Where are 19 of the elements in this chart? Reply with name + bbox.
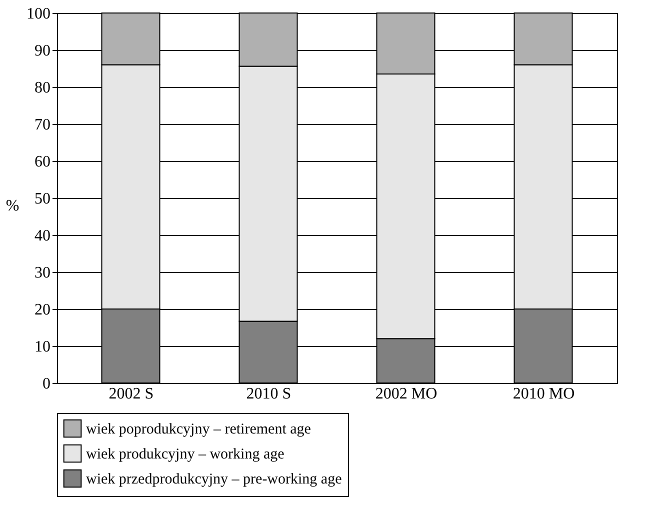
legend-label: wiek produkcyjny – working age [86, 446, 285, 462]
y-tick-label: 90 [34, 42, 50, 60]
y-tick-label: 40 [34, 228, 50, 244]
y-tick-label: 50 [34, 190, 50, 208]
y-tick-label: 20 [34, 302, 50, 318]
y-tick-label: 60 [34, 154, 50, 170]
legend-label: wiek przedprodukcyjny – pre-working age [86, 472, 342, 488]
y-axis-title: % [6, 198, 20, 214]
y-tick-label: 10 [34, 338, 50, 356]
x-tick-label: 2010 MO [512, 386, 575, 402]
x-tick-label: 2002 S [108, 386, 154, 402]
y-tick-label: 0 [42, 376, 50, 392]
legend-label: wiek poprodukcyjny – retirement age [86, 422, 312, 438]
y-tick-label: 70 [34, 116, 50, 134]
y-tick-label: 30 [34, 264, 50, 282]
y-tick-label: 80 [34, 80, 50, 96]
y-tick-label: 100 [26, 6, 50, 22]
x-tick-label: 2002 MO [375, 386, 438, 402]
x-tick-label: 2010 S [246, 386, 292, 402]
